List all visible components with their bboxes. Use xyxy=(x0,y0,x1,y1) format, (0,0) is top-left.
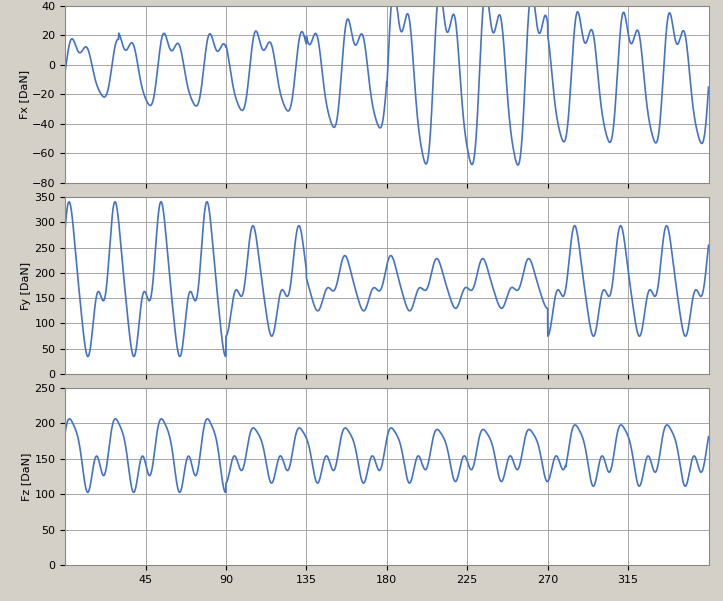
Y-axis label: Fy [DaN]: Fy [DaN] xyxy=(22,261,31,310)
Y-axis label: Fz [DaN]: Fz [DaN] xyxy=(22,453,31,501)
Y-axis label: Fx [DaN]: Fx [DaN] xyxy=(19,70,29,119)
